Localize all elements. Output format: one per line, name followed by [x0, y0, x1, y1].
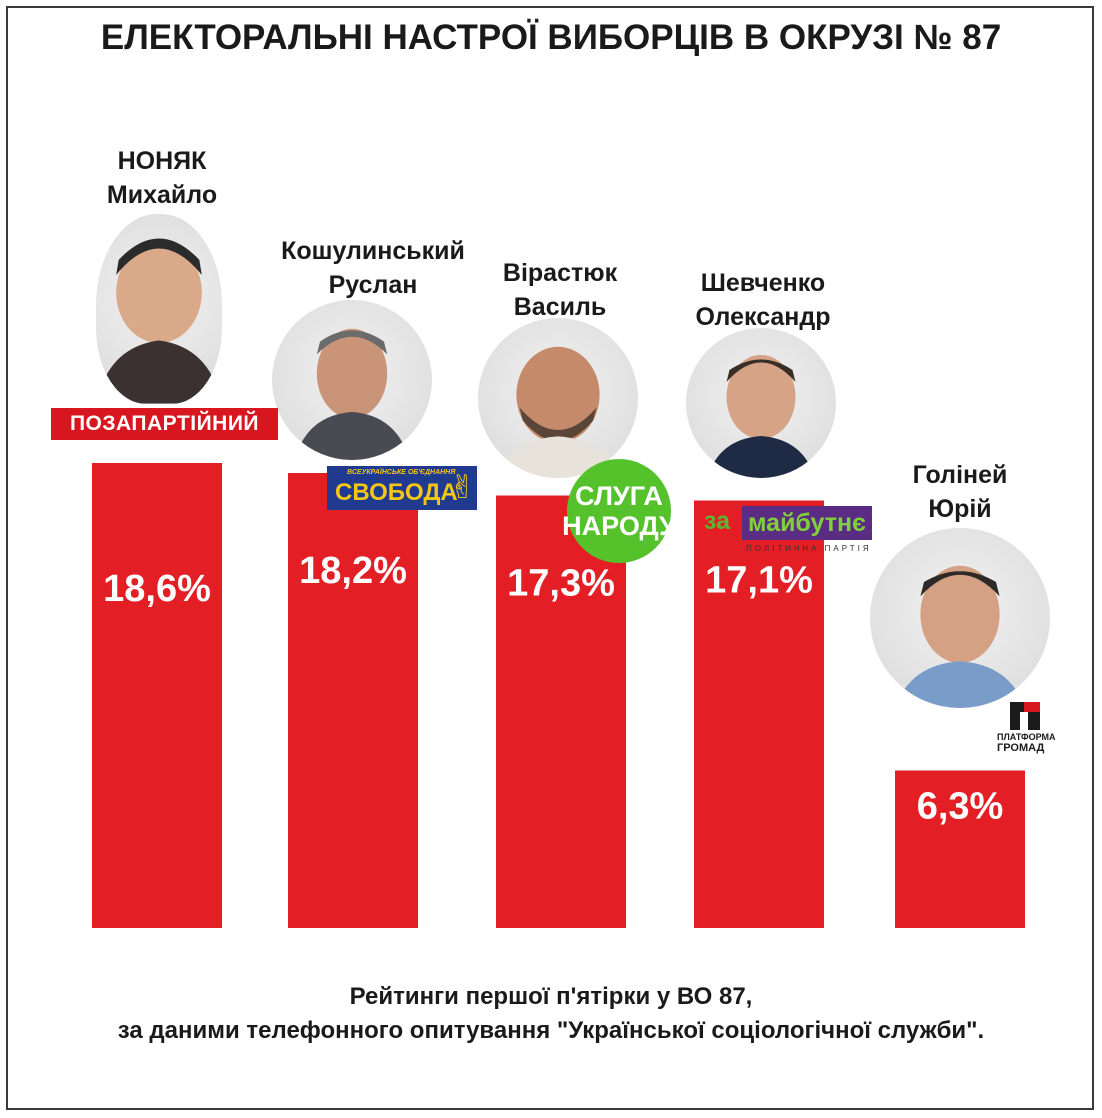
party-logo-platforma-text: ПЛАТФОРМА — [997, 732, 1056, 742]
candidate-photo-shevchenko — [686, 328, 836, 478]
party-logo-hromad-text: ГРОМАД — [997, 742, 1045, 754]
bar-2 — [288, 473, 418, 928]
bar-5 — [895, 770, 1025, 928]
party-logo-maibutnie-text: майбутнє — [742, 506, 872, 540]
party-logo-svoboda-tagline: ВСЕУКРАЇНСЬКЕ ОБ'ЄДНАННЯ — [347, 469, 456, 476]
candidate-name-holinei: Голіней Юрій — [912, 461, 1008, 523]
candidate-name-shevchenko: Шевченко Олександр — [695, 269, 831, 331]
bar-value-label-4: 17,1% — [705, 560, 813, 602]
party-logo-svoboda: ВСЕУКРАЇНСЬКЕ ОБ'ЄДНАННЯ СВОБОДА ✌ — [327, 466, 477, 510]
party-logo-platforma-hromad: ПЛАТФОРМА ГРОМАД — [997, 702, 1057, 754]
platforma-logo-icon — [1010, 702, 1040, 730]
party-logo-za-maibutnie: за майбутнє ПОЛІТИЧНА ПАРТІЯ — [704, 503, 894, 565]
bar-value-label-2: 18,2% — [299, 550, 407, 592]
bar-3 — [496, 495, 626, 928]
candidate-name-koshulynskyi: Кошулинський Руслан — [281, 237, 465, 299]
candidate-photo-holinei — [870, 528, 1050, 708]
bar-1 — [92, 463, 222, 928]
bar-4 — [694, 500, 824, 928]
candidate-name-noniak: НОНЯК Михайло — [106, 147, 218, 209]
footer-line-2: за даними телефонного опитування "Україн… — [117, 1017, 985, 1044]
three-fingers-icon: ✌ — [449, 469, 476, 505]
chart-title: ЕЛЕКТОРАЛЬНІ НАСТРОЇ ВИБОРЦІВ В ОКРУЗІ №… — [100, 18, 1002, 57]
candidate-photo-virastiuk — [478, 318, 638, 478]
bar-value-label-5: 6,3% — [917, 786, 1004, 828]
candidate-name-virastiuk: Вірастюк Василь — [502, 259, 618, 321]
candidate-photo-noniak — [96, 214, 222, 404]
party-logo-za-text: за — [704, 507, 731, 535]
party-label-nonpartisan: ПОЗАПАРТІЙНИЙ — [51, 408, 278, 440]
candidate-photo-koshulynskyi — [272, 300, 432, 460]
footer-line-1: Рейтинги першої п'ятірки у ВО 87, — [349, 983, 753, 1010]
party-logo-svoboda-text: СВОБОДА — [335, 479, 458, 506]
party-logo-subtitle: ПОЛІТИЧНА ПАРТІЯ — [746, 544, 872, 553]
bar-value-label-1: 18,6% — [103, 568, 211, 610]
bar-value-label-3: 17,3% — [507, 563, 615, 605]
party-logo-sluga-narodu: СЛУГА НАРОДУ — [562, 459, 676, 563]
